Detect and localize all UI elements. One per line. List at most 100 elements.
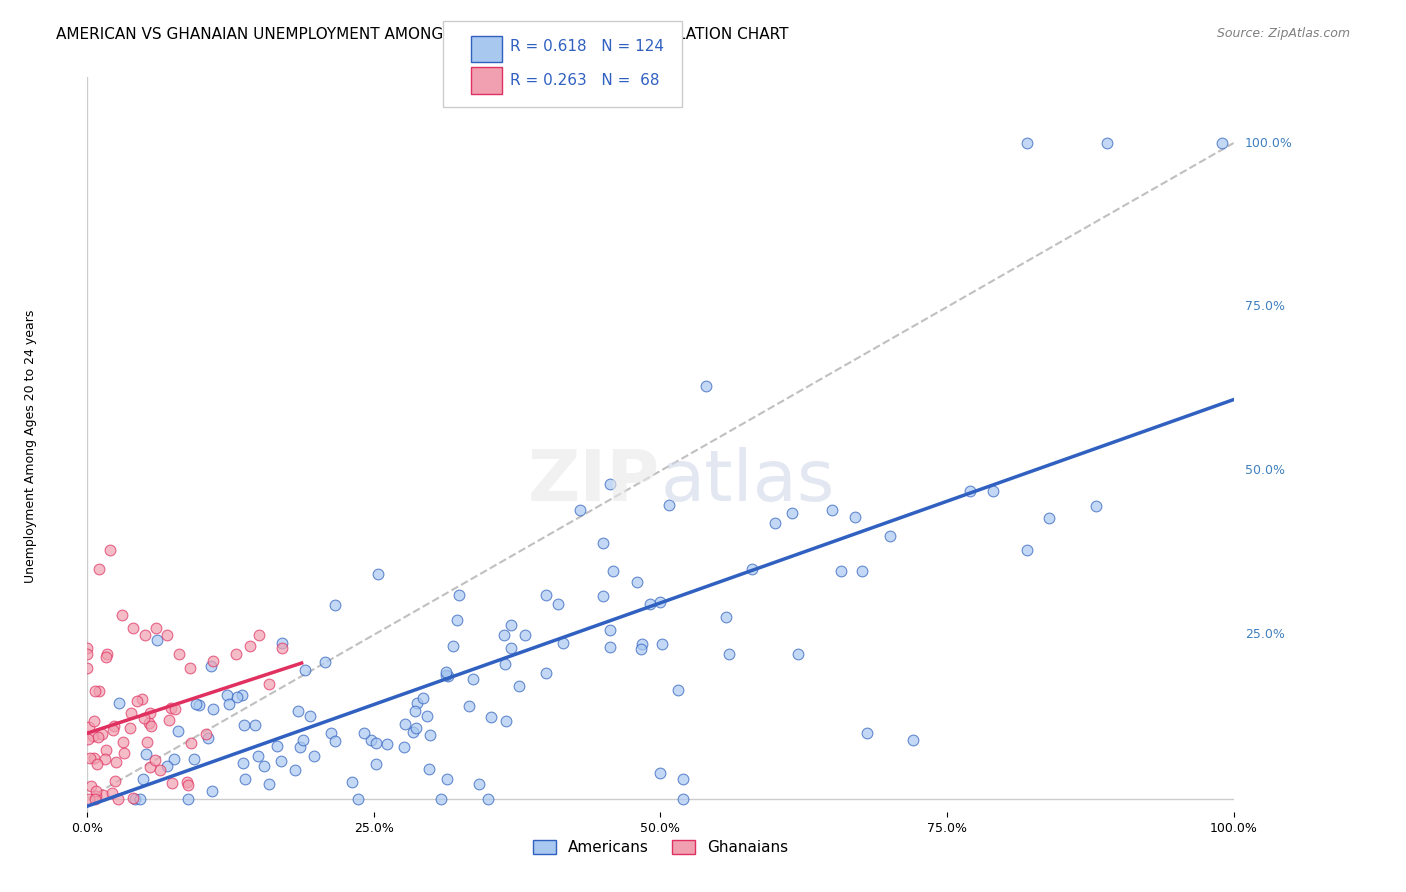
Americans	[446, 613, 468, 627]
Ghanaians	[96, 743, 118, 757]
Ghanaians	[160, 775, 183, 789]
Americans	[780, 506, 803, 520]
Americans	[292, 733, 315, 747]
Ghanaians	[84, 791, 107, 805]
Americans	[284, 763, 307, 777]
Text: ZIP: ZIP	[529, 447, 661, 516]
Americans	[218, 697, 240, 711]
Ghanaians	[112, 746, 135, 760]
Americans	[287, 704, 309, 718]
Americans	[232, 717, 254, 731]
Americans	[534, 666, 557, 681]
Americans	[270, 754, 292, 768]
Americans	[156, 759, 179, 773]
Ghanaians	[167, 648, 190, 662]
Americans	[741, 562, 763, 576]
Americans	[651, 637, 673, 651]
Americans	[298, 709, 321, 723]
Americans	[447, 588, 470, 602]
Americans	[202, 702, 225, 716]
Ghanaians	[86, 757, 108, 772]
Ghanaians	[143, 752, 166, 766]
Americans	[270, 636, 292, 650]
Americans	[146, 633, 169, 648]
Americans	[430, 791, 453, 805]
Americans	[366, 757, 388, 772]
Americans	[434, 667, 457, 681]
Ghanaians	[165, 702, 187, 716]
Americans	[1211, 136, 1233, 150]
Ghanaians	[145, 621, 167, 635]
Americans	[366, 736, 388, 750]
Ghanaians	[104, 773, 127, 788]
Text: AMERICAN VS GHANAIAN UNEMPLOYMENT AMONG AGES 20 TO 24 YEARS CORRELATION CHART: AMERICAN VS GHANAIAN UNEMPLOYMENT AMONG …	[56, 27, 789, 42]
Americans	[479, 709, 502, 723]
Americans	[599, 624, 621, 638]
Ghanaians	[111, 608, 134, 623]
Americans	[981, 483, 1004, 498]
Ghanaians	[90, 727, 112, 741]
Americans	[135, 747, 157, 761]
Americans	[353, 726, 375, 740]
Americans	[501, 618, 523, 632]
Americans	[468, 777, 491, 791]
Americans	[360, 732, 382, 747]
Ghanaians	[271, 640, 294, 655]
Ghanaians	[84, 783, 107, 797]
Ghanaians	[98, 542, 121, 557]
Ghanaians	[247, 628, 270, 642]
Text: R = 0.263   N =  68: R = 0.263 N = 68	[510, 73, 659, 87]
Americans	[177, 791, 200, 805]
Americans	[197, 731, 219, 746]
Americans	[406, 696, 429, 710]
Americans	[494, 627, 516, 641]
Ghanaians	[94, 649, 117, 664]
Americans	[416, 709, 439, 723]
Americans	[323, 598, 346, 612]
Americans	[124, 791, 146, 805]
Ghanaians	[91, 788, 114, 802]
Americans	[551, 635, 574, 649]
Americans	[650, 595, 672, 609]
Text: 75.0%: 75.0%	[1244, 301, 1285, 313]
Ghanaians	[122, 621, 145, 635]
Ghanaians	[121, 791, 143, 805]
Ghanaians	[156, 628, 179, 642]
Americans	[851, 564, 873, 578]
Americans	[879, 529, 901, 543]
Americans	[821, 503, 844, 517]
Americans	[763, 516, 786, 531]
Text: Source: ZipAtlas.com: Source: ZipAtlas.com	[1216, 27, 1350, 40]
Ghanaians	[149, 763, 172, 777]
Ghanaians	[159, 713, 181, 727]
Ghanaians	[139, 719, 162, 733]
Americans	[441, 640, 464, 654]
Ghanaians	[195, 727, 218, 741]
Americans	[461, 672, 484, 686]
Americans	[477, 791, 499, 805]
Americans	[201, 784, 224, 798]
Ghanaians	[87, 730, 110, 744]
Americans	[547, 597, 569, 611]
Ghanaians	[120, 706, 142, 720]
Text: 100.0%: 100.0%	[1244, 136, 1292, 150]
Americans	[231, 688, 253, 702]
Americans	[257, 777, 280, 791]
Americans	[666, 682, 689, 697]
Ghanaians	[239, 640, 262, 654]
Ghanaians	[76, 660, 98, 674]
Americans	[458, 699, 481, 714]
Ghanaians	[80, 779, 103, 793]
Americans	[290, 740, 312, 755]
Americans	[1038, 511, 1060, 525]
Ghanaians	[103, 719, 125, 733]
Americans	[672, 791, 695, 805]
Americans	[855, 726, 877, 740]
Americans	[346, 791, 368, 805]
Americans	[626, 575, 648, 590]
Ghanaians	[202, 654, 225, 668]
Americans	[534, 589, 557, 603]
Ghanaians	[87, 684, 110, 698]
Americans	[599, 640, 621, 654]
Americans	[253, 759, 276, 773]
